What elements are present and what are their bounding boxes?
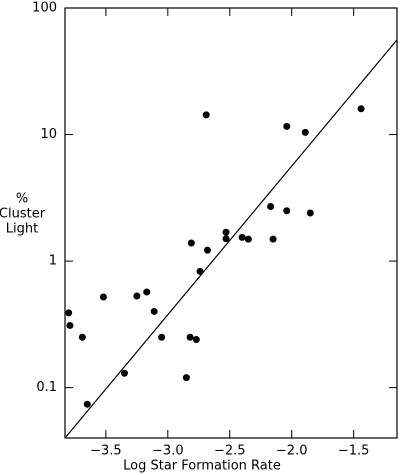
y-tick-label: 100 — [32, 1, 57, 16]
point — [306, 209, 314, 217]
x-tick-label: −1.5 — [338, 444, 370, 459]
y-axis-label: Cluster — [0, 207, 46, 222]
plot-frame — [64, 7, 398, 439]
point — [186, 333, 194, 341]
point — [83, 400, 91, 408]
point — [78, 333, 86, 341]
y-tick-label: 10 — [40, 127, 57, 142]
x-tick-label: −3.0 — [152, 444, 184, 459]
point — [301, 128, 309, 136]
point — [202, 111, 210, 119]
point — [187, 239, 195, 247]
y-tick-label: 1 — [49, 254, 57, 269]
point — [267, 203, 275, 211]
point — [357, 105, 365, 113]
point — [66, 321, 74, 329]
point — [283, 207, 291, 215]
point — [99, 293, 107, 301]
point — [150, 307, 158, 315]
point — [203, 246, 211, 254]
point — [196, 267, 204, 275]
point — [182, 374, 190, 382]
point — [158, 333, 166, 341]
x-tick-label: −2.0 — [276, 444, 308, 459]
point — [283, 122, 291, 130]
y-axis-label: Light — [6, 222, 38, 237]
point — [244, 235, 252, 243]
point — [222, 228, 230, 236]
fit-line — [64, 39, 398, 439]
y-axis-label: % — [16, 192, 28, 207]
point — [120, 369, 128, 377]
x-tick-label: −3.5 — [90, 444, 122, 459]
x-tick-label: −2.5 — [214, 444, 246, 459]
point — [133, 292, 141, 300]
x-axis-label: Log Star Formation Rate — [123, 459, 281, 474]
point — [65, 309, 73, 317]
point — [222, 235, 230, 243]
point — [192, 336, 200, 344]
y-tick-label: 0.1 — [36, 380, 57, 395]
point — [143, 288, 151, 296]
point — [238, 233, 246, 241]
point — [269, 235, 277, 243]
